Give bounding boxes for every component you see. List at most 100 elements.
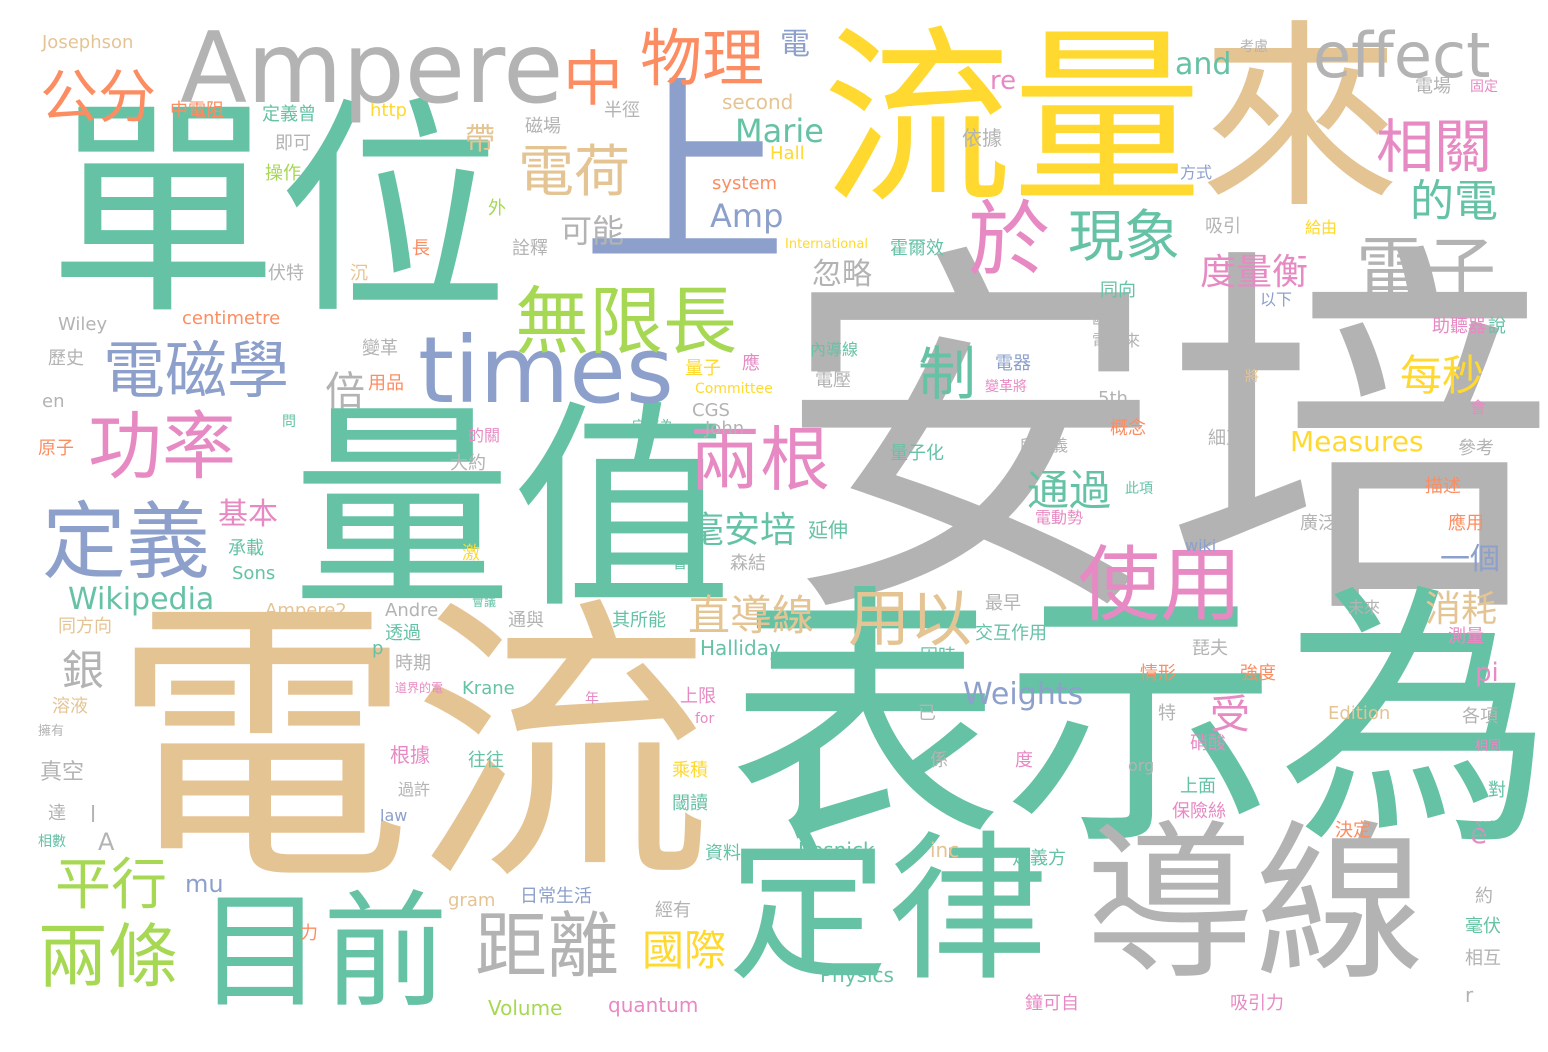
word: Resnick: [798, 838, 875, 862]
word: 沉: [350, 263, 368, 284]
word: en: [42, 391, 65, 412]
word: 5th: [1098, 388, 1128, 409]
word: 歐姆: [1092, 308, 1128, 329]
word: 電器: [995, 353, 1031, 374]
word: 會議: [472, 595, 497, 609]
word: 同方向: [58, 616, 112, 637]
word: law: [380, 806, 408, 825]
word: Krane: [462, 678, 515, 699]
word: 相同: [1475, 739, 1502, 754]
word: 吸引力: [1230, 993, 1284, 1014]
word: 過許: [398, 780, 431, 799]
word: 助聽器: [1432, 316, 1486, 337]
word: 溶液: [52, 696, 88, 717]
word: 道界的電: [395, 681, 444, 695]
word: 中: [563, 45, 623, 115]
word: 現象: [1068, 205, 1180, 270]
word: Ampere2: [265, 600, 347, 621]
word: Measures: [1290, 425, 1424, 458]
word: 用以: [848, 582, 973, 655]
word: mu: [185, 870, 224, 898]
word: 目前: [198, 880, 448, 1025]
word: 給由: [1305, 218, 1338, 237]
word: 會: [1470, 398, 1487, 417]
word: 廣泛: [1300, 513, 1336, 534]
word: 外: [488, 198, 506, 219]
word: l: [90, 803, 97, 828]
word: Wiley: [58, 314, 108, 335]
word: Hall: [770, 143, 805, 164]
word: 情形: [1140, 663, 1176, 684]
word: 資料: [705, 843, 741, 864]
word: inc: [930, 838, 960, 862]
word: 大約: [450, 453, 486, 474]
word: Weights: [963, 677, 1084, 712]
word: 電池: [1462, 820, 1498, 841]
word: Josephson: [42, 32, 134, 53]
word: 直導線: [688, 591, 815, 640]
word: 國際: [642, 926, 727, 975]
word: wiki: [1185, 536, 1217, 555]
word: 表示為: [728, 562, 1548, 882]
word: 電壓: [815, 370, 851, 391]
word: 會: [672, 553, 689, 572]
word: 可能: [560, 212, 625, 250]
word: 森結: [730, 553, 766, 574]
word: Committee: [695, 381, 773, 397]
word: Halliday: [700, 636, 781, 660]
word: 內導線: [810, 340, 859, 359]
word: 變革: [362, 338, 398, 359]
word: 應: [742, 353, 760, 374]
word: 上: [582, 58, 787, 296]
word: 延伸: [808, 518, 848, 542]
word: 半徑: [604, 100, 640, 121]
word: 上限: [680, 686, 716, 707]
word: 度: [1015, 750, 1033, 771]
word: quantum: [608, 993, 699, 1017]
word: 真空: [40, 760, 85, 785]
word: 測量: [1448, 626, 1484, 647]
word: 倍: [325, 369, 365, 415]
word: 兩條: [38, 916, 178, 998]
word: centimetre: [182, 308, 281, 329]
word: 所定義: [1020, 436, 1069, 455]
word: 約: [1475, 886, 1493, 907]
word: 保險絲: [1172, 801, 1226, 822]
word: 詮釋: [512, 238, 548, 259]
word: 擁有: [38, 724, 65, 739]
word: re: [990, 66, 1017, 96]
word: 強度: [1240, 663, 1276, 684]
word: 即可: [275, 133, 311, 154]
word: John: [705, 418, 745, 439]
word: pi: [1475, 658, 1499, 688]
word: Amp: [710, 197, 784, 235]
word: 通與: [508, 610, 544, 631]
word: r: [1465, 983, 1474, 1007]
word: 操作: [265, 163, 301, 184]
word: CGS: [692, 400, 730, 421]
word: 細直: [1208, 428, 1244, 449]
word: 物理: [640, 22, 765, 95]
word: 定義方: [1012, 848, 1066, 869]
word: 描述: [1425, 476, 1461, 497]
word: è: [1470, 817, 1488, 850]
word: Andre: [385, 600, 439, 621]
word: 銀: [62, 646, 105, 695]
word: gram: [448, 890, 496, 911]
word: 此項: [1125, 481, 1153, 497]
word: 公分: [40, 63, 157, 131]
word: 定義: [42, 493, 211, 591]
word: 電場: [1415, 76, 1451, 97]
word: 兩根: [690, 419, 830, 501]
word: 已: [918, 703, 936, 724]
word: 使用: [1078, 538, 1243, 633]
word: 中電阻: [170, 100, 224, 121]
word: 忽略: [812, 257, 872, 292]
word: 鐘可自: [1025, 993, 1079, 1014]
word: 激: [462, 543, 480, 564]
word: 說: [1488, 316, 1506, 337]
word: 相互: [1465, 948, 1501, 969]
word: 毫伏: [1465, 916, 1501, 937]
word: 方式: [1180, 163, 1213, 182]
word: second: [722, 90, 794, 114]
